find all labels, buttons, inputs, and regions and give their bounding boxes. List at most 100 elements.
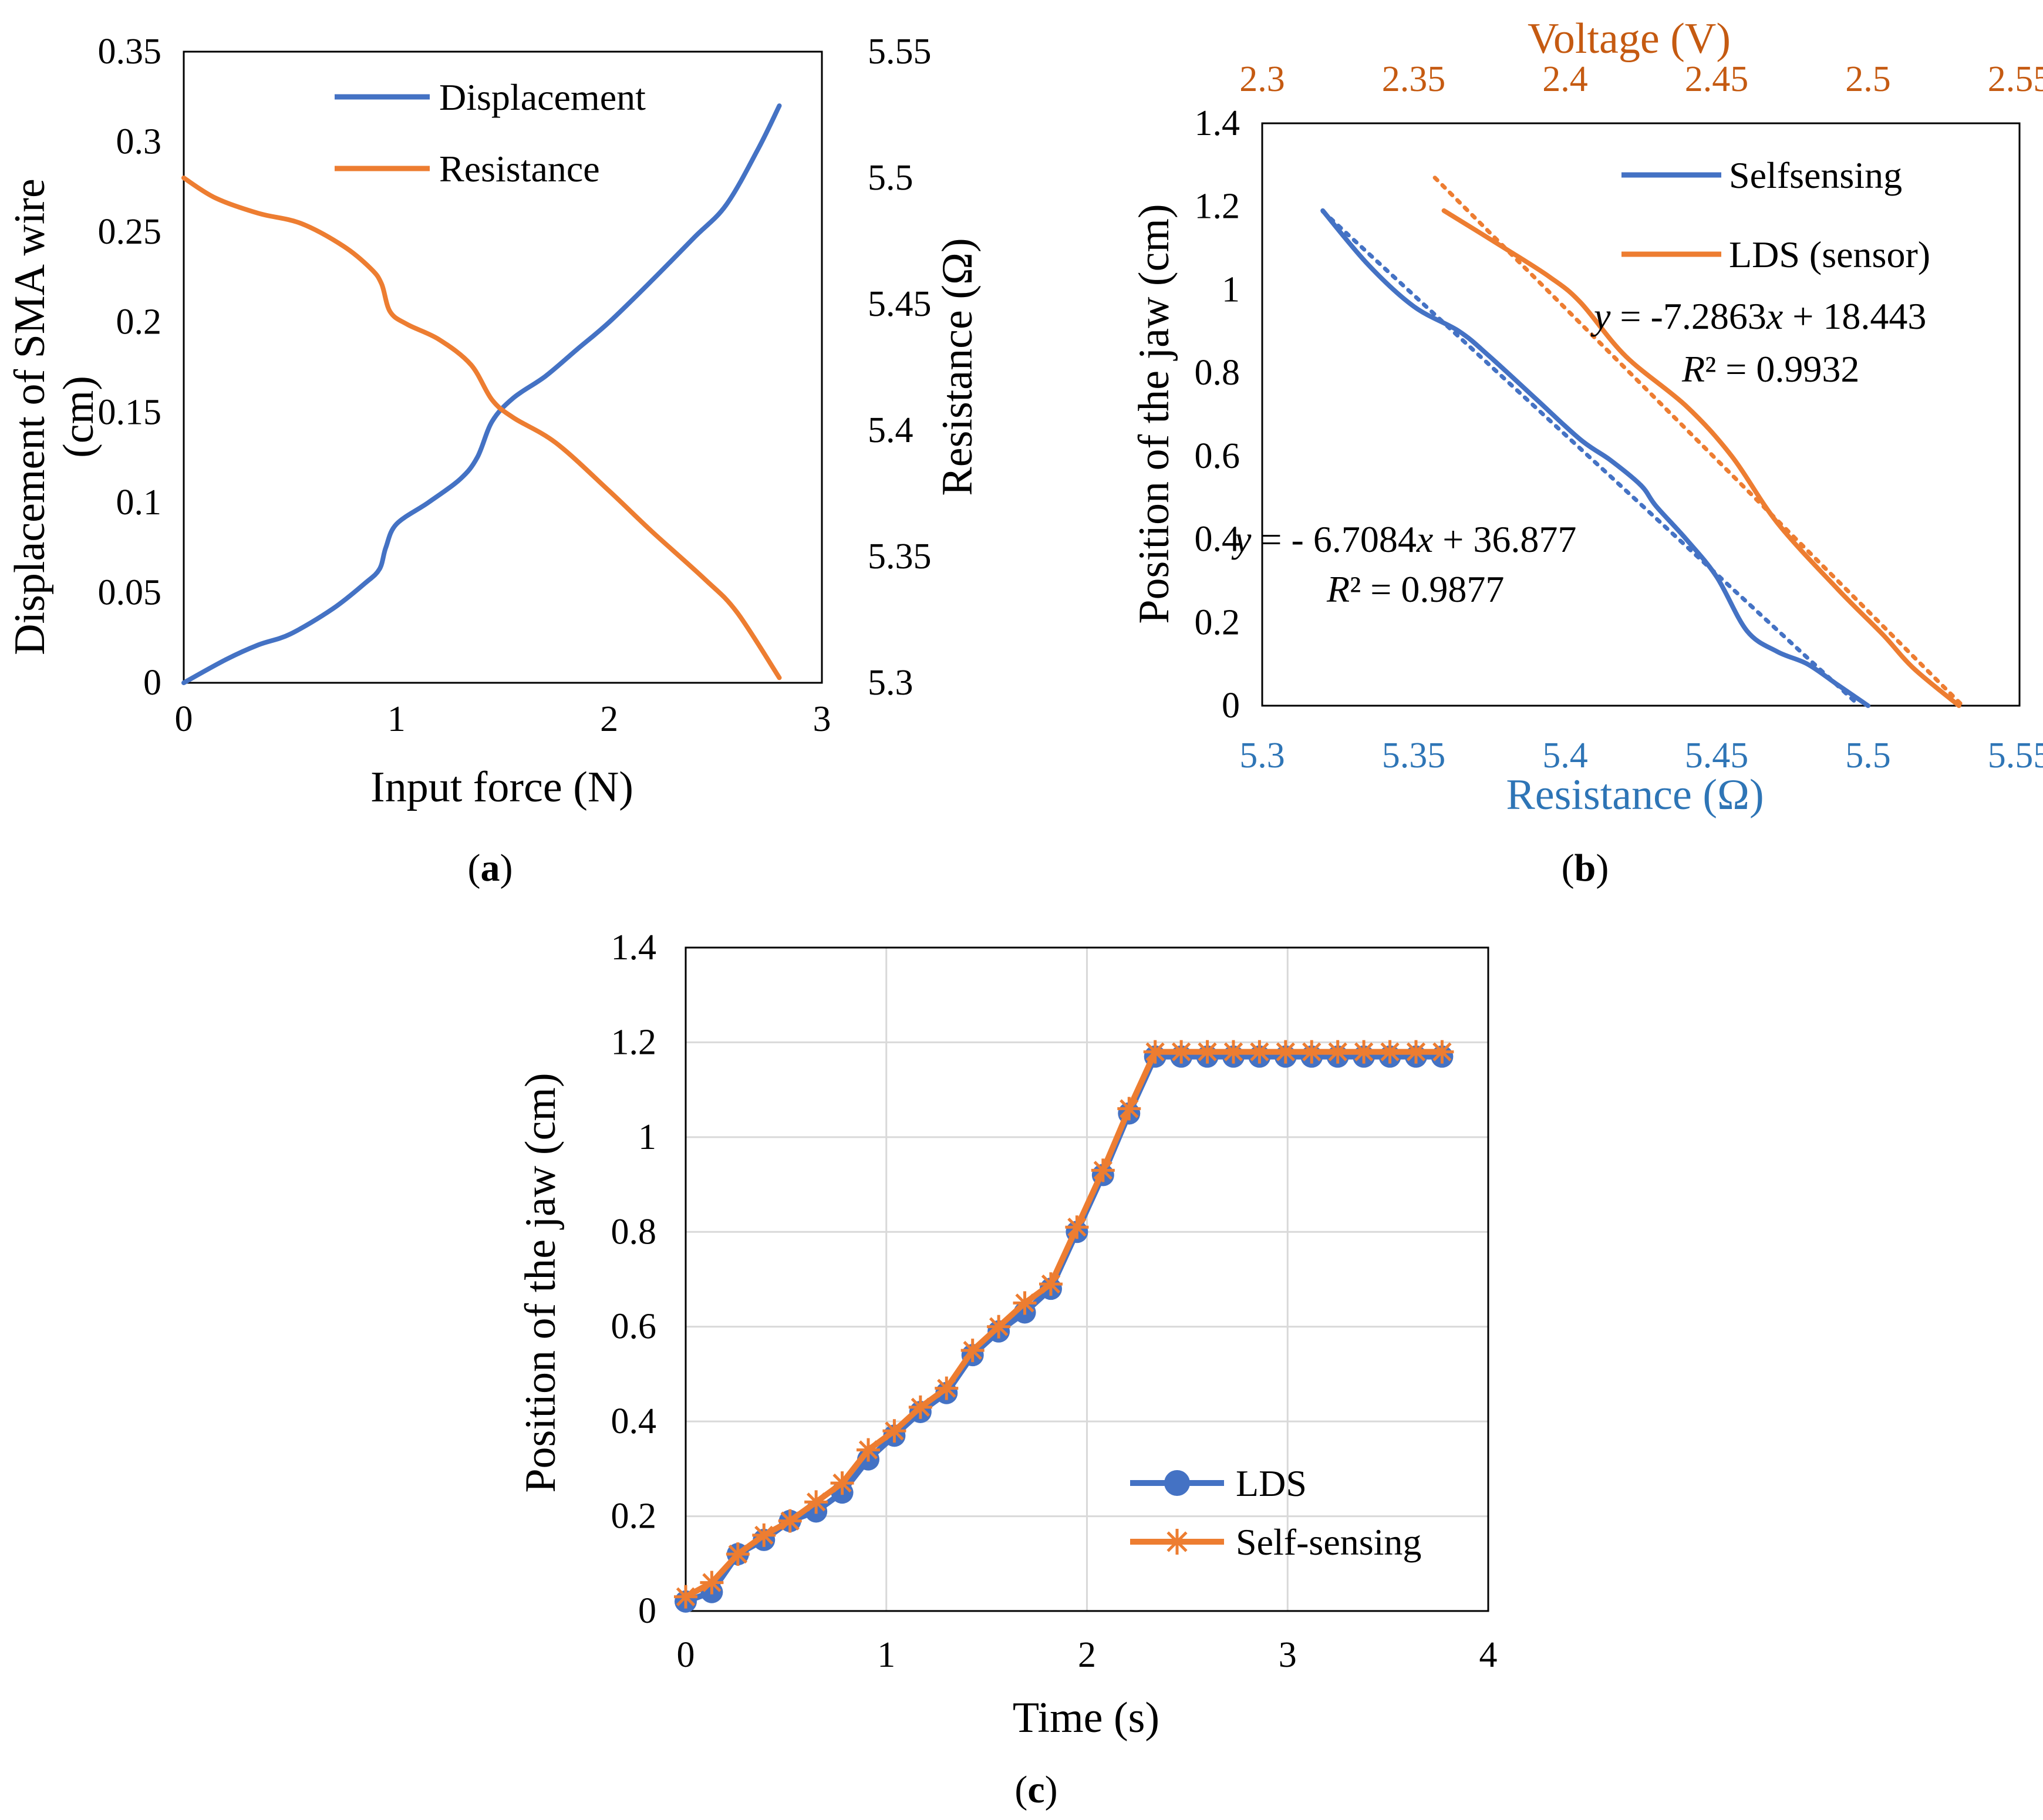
chart-b-plot-area: 5.3 5.35 5.4 5.45 5.5 5.55 2.3 2.35 2.4 2.45 2.5 2.…	[1195, 59, 2043, 776]
chart-b-series-line-selfsensing	[1320, 208, 1870, 708]
chart-b-y-axis-label: Position of the jaw (cm)	[1130, 204, 1178, 623]
chart-c-point-self-sensing	[882, 1419, 906, 1443]
chart-c-y-tick-label: 0.2	[611, 1497, 657, 1536]
chart-c-point-self-sensing	[935, 1376, 959, 1400]
chart-c-legend-marker-lds	[1164, 1470, 1190, 1496]
chart-b-x2-tick-label: 2.35	[1382, 59, 1446, 99]
chart-b-x-tick-label: 5.3	[1239, 736, 1285, 776]
chart-b-y-tick-label: 1	[1222, 269, 1240, 309]
chart-a-plot-area: 0 1 2 3 0 0.05 0.1 0.15 0.2 0.25 0.3 0.35 5.3 5.35 5.4…	[98, 32, 932, 739]
chart-a-y-axis-label: Displacement of SMA wire	[6, 178, 54, 655]
chart-c-legend-marker-self-sensing	[1164, 1529, 1190, 1555]
chart-b-panel-label: (b)	[1562, 847, 1609, 889]
chart-c-point-self-sensing	[726, 1542, 750, 1566]
chart-b-x2-tick-label: 2.45	[1685, 59, 1749, 99]
chart-c-legend-label-lds: LDS	[1236, 1462, 1307, 1504]
chart-a-y-tick-label: 0.2	[116, 302, 162, 342]
chart-b-trendline-lds-r2: R² = 0.9932	[1681, 348, 1859, 390]
chart-b-x2-tick-label: 2.3	[1239, 59, 1285, 99]
chart-b-x-tick-label: 5.55	[1988, 736, 2043, 776]
chart-c-point-self-sensing	[700, 1570, 724, 1595]
chart-c-point-self-sensing	[987, 1315, 1011, 1339]
chart-b-trendline-selfsensing	[1320, 209, 1862, 707]
chart-b-y-tick-label: 0.8	[1195, 353, 1240, 393]
chart-c-point-self-sensing	[830, 1471, 854, 1495]
chart-a-y-tick-label: 0	[143, 663, 161, 703]
chart-c-point-self-sensing	[1248, 1040, 1272, 1064]
chart-c-point-self-sensing	[1013, 1291, 1037, 1315]
chart-a-y-axis-label-unit: (cm)	[55, 376, 103, 458]
chart-b-position-vs-resistance: 5.3 5.35 5.4 5.45 5.5 5.55 2.3 2.35 2.4 2.45 2.5 2.…	[1130, 15, 2043, 889]
chart-b-trendline-selfsensing-r2: R² = 0.9877	[1326, 568, 1504, 610]
chart-a-x-axis-label: Input force (N)	[370, 763, 633, 811]
chart-c-point-self-sensing	[1065, 1215, 1089, 1239]
chart-a-x-tick-label: 0	[175, 699, 193, 739]
chart-b-x-tick-label: 5.4	[1542, 736, 1588, 776]
chart-b-x-tick-label: 5.45	[1685, 736, 1749, 776]
chart-b-y-tick-label: 1.4	[1195, 103, 1240, 143]
chart-c-point-self-sensing	[1430, 1040, 1454, 1064]
chart-b-legend-label-lds-sensor: LDS (sensor)	[1729, 234, 1930, 275]
chart-c-x-tick-label: 3	[1279, 1635, 1297, 1675]
chart-a-y-tick-label: 0.3	[116, 122, 162, 162]
chart-c-point-self-sensing	[1195, 1040, 1219, 1064]
chart-c-point-self-sensing	[674, 1585, 697, 1609]
chart-b-trendline-lds-equation: y = -7.2863x + 18.443	[1590, 295, 1926, 337]
chart-b-y-tick-label: 0	[1222, 686, 1240, 726]
chart-a-y2-tick-label: 5.5	[868, 158, 913, 198]
chart-b-legend-label-selfsensing: Selfsensing	[1729, 154, 1902, 196]
chart-b-y-tick-label: 0.2	[1195, 602, 1240, 642]
chart-c-y-tick-label: 1	[638, 1117, 656, 1157]
chart-c-point-self-sensing	[1039, 1272, 1063, 1296]
chart-a-y-tick-label: 0.15	[98, 392, 162, 432]
chart-a-legend-label-displacement: Displacement	[439, 76, 646, 118]
chart-c-x-axis-label: Time (s)	[1013, 1694, 1159, 1742]
chart-c-point-self-sensing	[1326, 1040, 1350, 1064]
chart-b-x-axis-label: Resistance (Ω)	[1506, 771, 1764, 819]
chart-b-series-line-lds-sensor	[1441, 208, 1961, 708]
chart-b-trendline-lds	[1432, 176, 1964, 707]
chart-c-legend-label-self-sensing: Self-sensing	[1236, 1521, 1421, 1563]
chart-c-point-self-sensing	[752, 1523, 776, 1547]
chart-c-position-vs-time: 0 1 2 3 4 0 0.2 0.4 0.6 0.8 1 1.2 1.4 LDS Self-sensing…	[517, 928, 1498, 1811]
chart-c-point-self-sensing	[1378, 1040, 1402, 1064]
chart-c-point-self-sensing	[1352, 1040, 1376, 1064]
chart-c-y-tick-label: 0.8	[611, 1212, 657, 1252]
chart-c-y-tick-label: 1.2	[611, 1022, 657, 1062]
chart-b-y-tick-label: 1.2	[1195, 187, 1240, 227]
chart-c-point-self-sensing	[1221, 1040, 1245, 1064]
chart-a-x-tick-label: 2	[600, 699, 618, 739]
chart-b-x2-axis-label: Voltage (V)	[1528, 15, 1731, 63]
chart-c-point-self-sensing	[1091, 1158, 1115, 1182]
chart-a-plot-frame	[183, 50, 823, 684]
chart-a-y-tick-label: 0.35	[98, 32, 162, 72]
chart-b-y-tick-label: 0.6	[1195, 436, 1240, 476]
chart-c-y-tick-label: 0.6	[611, 1307, 657, 1347]
chart-b-x2-tick-label: 2.5	[1845, 59, 1891, 99]
chart-c-x-tick-label: 1	[877, 1635, 895, 1675]
chart-a-y2-tick-label: 5.55	[868, 32, 932, 72]
chart-c-point-self-sensing	[960, 1339, 985, 1363]
chart-a-series-line-displacement	[181, 103, 782, 685]
chart-a-displacement-resistance: 0 1 2 3 0 0.05 0.1 0.15 0.2 0.25 0.3 0.35 5.3 5.35 5.4…	[6, 32, 982, 889]
chart-c-point-self-sensing	[908, 1395, 932, 1419]
chart-c-point-self-sensing	[1143, 1040, 1167, 1064]
chart-c-point-self-sensing	[856, 1438, 880, 1462]
chart-b-x2-tick-label: 2.55	[1988, 59, 2043, 99]
chart-a-y-tick-label: 0.25	[98, 212, 162, 252]
chart-c-x-tick-label: 0	[677, 1635, 695, 1675]
chart-b-x2-tick-label: 2.4	[1542, 59, 1588, 99]
chart-b-trendline-selfsensing-equation: y = - 6.7084x + 36.877	[1231, 518, 1576, 560]
chart-c-point-self-sensing	[1169, 1040, 1194, 1064]
chart-b-x-tick-label: 5.35	[1382, 736, 1446, 776]
chart-c-point-self-sensing	[1273, 1040, 1297, 1064]
chart-a-y2-tick-label: 5.45	[868, 284, 932, 324]
chart-c-point-self-sensing	[1117, 1097, 1141, 1121]
chart-c-point-self-sensing	[1300, 1040, 1324, 1064]
chart-a-x-tick-label: 3	[813, 699, 831, 739]
chart-a-series-line-resistance	[181, 176, 782, 680]
chart-a-legend-label-resistance: Resistance	[439, 148, 600, 190]
chart-a-y2-tick-label: 5.4	[868, 410, 913, 450]
chart-b-y-tick-label: 0.4	[1195, 520, 1240, 560]
